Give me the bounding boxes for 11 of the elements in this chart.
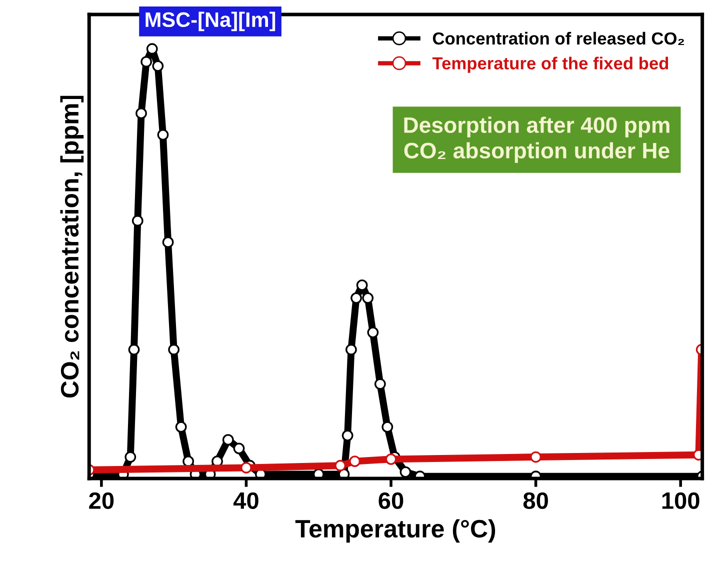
- legend-label: Concentration of released CO₂: [432, 32, 684, 45]
- x-tick-label: 80: [523, 492, 548, 510]
- x-tick-label: 20: [89, 492, 114, 510]
- x-tick-label: 40: [233, 492, 258, 510]
- y-axis-title: CO₂ concentration, [ppm]: [60, 96, 84, 398]
- x-tick-label: 100: [662, 492, 700, 510]
- chart-title: MSC-[Na][Im]: [146, 12, 276, 32]
- x-axis-title: Temperature (°C): [295, 519, 496, 543]
- x-tick-label: 60: [378, 492, 404, 510]
- legend-label: Temperature of the fixed bed: [432, 56, 668, 73]
- annotation: Desorption after 400 ppm CO₂ absorption under He: [404, 116, 670, 163]
